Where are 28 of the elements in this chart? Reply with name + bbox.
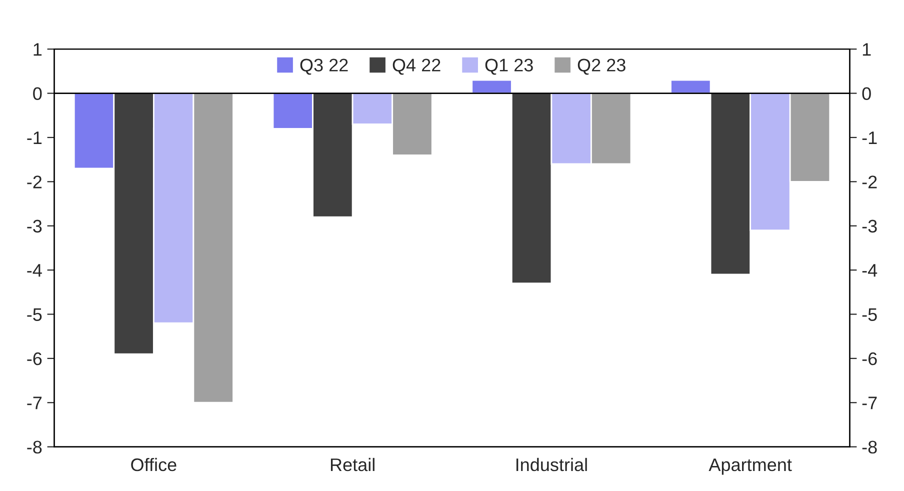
x-tick-label: Retail	[330, 458, 374, 472]
y-tick-label: -1	[27, 132, 42, 144]
x-tick-label: Industrial	[516, 458, 587, 472]
y-tick-label: -7	[27, 396, 42, 410]
y2-tick-label: 0	[862, 87, 871, 100]
y2-tick-label: -6	[862, 352, 877, 366]
y-tick-label: -4	[27, 264, 42, 277]
legend-label: Q1 23	[485, 58, 533, 75]
y2-tick-label: 1	[862, 43, 871, 56]
y2-tick-label: -7	[862, 396, 877, 410]
y2-tick-label: -4	[862, 264, 878, 277]
y2-tick-label: -1	[862, 132, 877, 144]
y-tick-label: -3	[27, 220, 42, 233]
y-tick-label: -2	[27, 176, 42, 188]
y-tick-label: 1	[34, 43, 42, 56]
y2-tick-label: -8	[862, 440, 877, 454]
y-tick-label: -5	[27, 308, 42, 321]
legend-label: Q2 23	[578, 58, 626, 75]
y2-tick-label: -5	[862, 308, 877, 321]
x-tick-label: Apartment	[708, 458, 792, 475]
legend-label: Q4 22	[392, 58, 440, 75]
legend-label: Q3 22	[300, 58, 348, 75]
y-tick-label: -6	[27, 352, 42, 366]
y2-tick-label: -2	[862, 176, 877, 188]
x-tick-label: Office	[131, 458, 176, 472]
y-tick-label: -8	[27, 440, 42, 454]
y-tick-label: 0	[33, 87, 42, 100]
y2-tick-label: -3	[862, 220, 877, 233]
